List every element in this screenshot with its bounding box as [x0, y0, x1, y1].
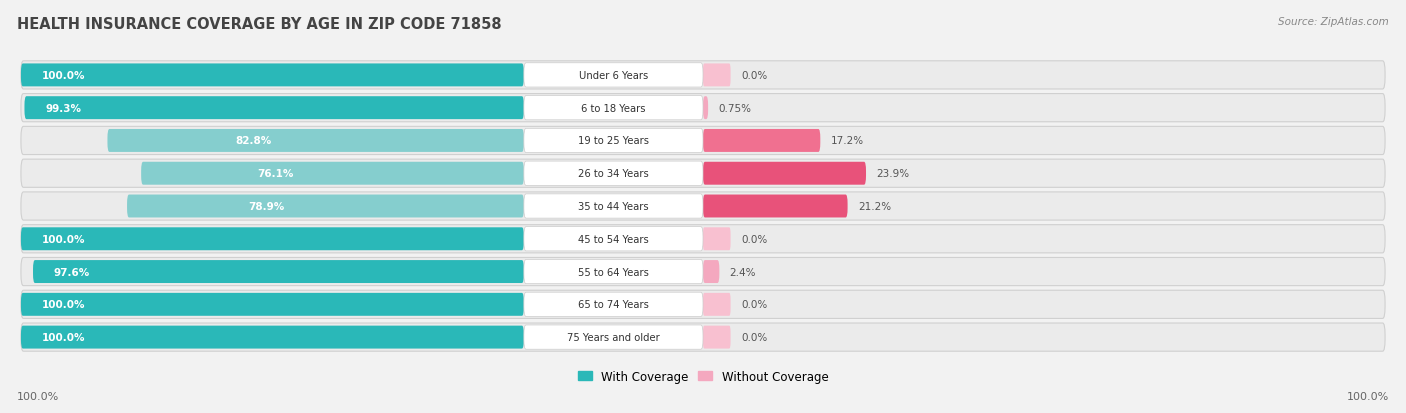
Text: 6 to 18 Years: 6 to 18 Years	[581, 103, 645, 114]
FancyBboxPatch shape	[524, 227, 703, 251]
Text: 65 to 74 Years: 65 to 74 Years	[578, 299, 650, 310]
Text: 19 to 25 Years: 19 to 25 Years	[578, 136, 650, 146]
FancyBboxPatch shape	[703, 228, 731, 251]
FancyBboxPatch shape	[524, 64, 703, 88]
FancyBboxPatch shape	[127, 195, 524, 218]
Text: 26 to 34 Years: 26 to 34 Years	[578, 169, 648, 179]
FancyBboxPatch shape	[524, 292, 703, 317]
FancyBboxPatch shape	[21, 192, 1385, 221]
FancyBboxPatch shape	[524, 260, 703, 284]
Text: 23.9%: 23.9%	[876, 169, 910, 179]
Legend: With Coverage, Without Coverage: With Coverage, Without Coverage	[578, 370, 828, 383]
Text: 100.0%: 100.0%	[17, 392, 59, 401]
Text: 0.0%: 0.0%	[741, 299, 768, 310]
Text: Under 6 Years: Under 6 Years	[579, 71, 648, 81]
Text: 45 to 54 Years: 45 to 54 Years	[578, 234, 648, 244]
FancyBboxPatch shape	[21, 127, 1385, 155]
FancyBboxPatch shape	[524, 325, 703, 349]
Text: 100.0%: 100.0%	[42, 234, 86, 244]
FancyBboxPatch shape	[21, 94, 1385, 123]
FancyBboxPatch shape	[21, 62, 1385, 90]
FancyBboxPatch shape	[524, 195, 703, 218]
Text: 100.0%: 100.0%	[42, 299, 86, 310]
Text: 100.0%: 100.0%	[1347, 392, 1389, 401]
FancyBboxPatch shape	[703, 326, 731, 349]
FancyBboxPatch shape	[21, 290, 1385, 319]
Text: 2.4%: 2.4%	[730, 267, 756, 277]
Text: 0.75%: 0.75%	[718, 103, 751, 114]
Text: Source: ZipAtlas.com: Source: ZipAtlas.com	[1278, 17, 1389, 26]
FancyBboxPatch shape	[21, 225, 1385, 253]
FancyBboxPatch shape	[703, 97, 709, 120]
FancyBboxPatch shape	[21, 323, 1385, 351]
FancyBboxPatch shape	[524, 96, 703, 121]
FancyBboxPatch shape	[703, 64, 731, 87]
FancyBboxPatch shape	[21, 228, 524, 251]
Text: 75 Years and older: 75 Years and older	[567, 332, 659, 342]
FancyBboxPatch shape	[703, 261, 720, 283]
Text: HEALTH INSURANCE COVERAGE BY AGE IN ZIP CODE 71858: HEALTH INSURANCE COVERAGE BY AGE IN ZIP …	[17, 17, 502, 31]
Text: 35 to 44 Years: 35 to 44 Years	[578, 202, 648, 211]
FancyBboxPatch shape	[24, 97, 524, 120]
Text: 100.0%: 100.0%	[42, 332, 86, 342]
FancyBboxPatch shape	[21, 326, 524, 349]
FancyBboxPatch shape	[141, 162, 524, 185]
Text: 17.2%: 17.2%	[831, 136, 863, 146]
FancyBboxPatch shape	[703, 293, 731, 316]
Text: 97.6%: 97.6%	[53, 267, 90, 277]
Text: 100.0%: 100.0%	[42, 71, 86, 81]
FancyBboxPatch shape	[524, 129, 703, 153]
Text: 76.1%: 76.1%	[257, 169, 294, 179]
FancyBboxPatch shape	[524, 162, 703, 186]
FancyBboxPatch shape	[703, 162, 866, 185]
Text: 0.0%: 0.0%	[741, 234, 768, 244]
FancyBboxPatch shape	[32, 261, 524, 283]
Text: 21.2%: 21.2%	[858, 202, 891, 211]
FancyBboxPatch shape	[21, 293, 524, 316]
Text: 78.9%: 78.9%	[247, 202, 284, 211]
Text: 0.0%: 0.0%	[741, 71, 768, 81]
FancyBboxPatch shape	[21, 258, 1385, 286]
FancyBboxPatch shape	[703, 130, 820, 152]
Text: 82.8%: 82.8%	[235, 136, 271, 146]
Text: 55 to 64 Years: 55 to 64 Years	[578, 267, 650, 277]
Text: 0.0%: 0.0%	[741, 332, 768, 342]
FancyBboxPatch shape	[21, 64, 524, 87]
FancyBboxPatch shape	[703, 195, 848, 218]
FancyBboxPatch shape	[107, 130, 524, 152]
Text: 99.3%: 99.3%	[45, 103, 82, 114]
FancyBboxPatch shape	[21, 160, 1385, 188]
